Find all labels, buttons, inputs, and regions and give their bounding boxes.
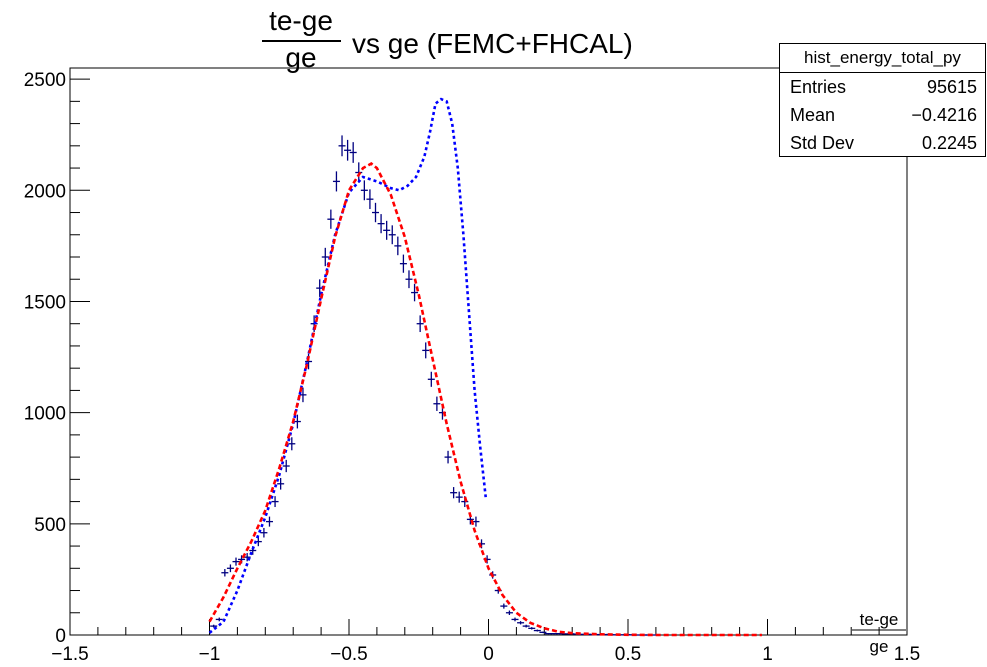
x-axis-label-denominator: ge: [870, 637, 889, 656]
data-point: [533, 629, 541, 632]
data-point: [327, 209, 335, 229]
data-point: [232, 557, 240, 566]
data-point: [321, 247, 329, 267]
x-tick-label: 1: [762, 644, 773, 665]
data-point: [377, 214, 385, 234]
x-tick-label: 1.5: [894, 644, 920, 665]
x-tick-label: −1.5: [51, 644, 89, 665]
y-tick-label: 1000: [24, 404, 66, 425]
data-point: [260, 527, 268, 538]
stats-row-entries: Entries 95615: [780, 73, 985, 101]
data-point: [332, 171, 340, 192]
stats-value: −0.4216: [911, 105, 977, 125]
data-point: [455, 491, 463, 503]
data-point: [450, 487, 458, 499]
data-point: [210, 624, 218, 628]
data-point: [265, 516, 273, 527]
data-point: [522, 624, 530, 628]
x-axis-label-numerator: te-ge: [860, 610, 899, 629]
chart-title: te-ge ge vs ge (FEMC+FHCAL): [262, 5, 633, 73]
data-point: [528, 627, 536, 630]
y-tick-label: 2500: [24, 70, 66, 91]
data-point: [388, 225, 396, 245]
axis-tick-labels: −1.5 −1 −0.5 0 0.5 1 1.5 0 500 1000 1500 2000 2500: [24, 70, 920, 665]
data-point: [215, 617, 223, 622]
x-tick-label: −0.5: [330, 644, 368, 665]
data-point: [422, 342, 430, 359]
data-point: [360, 180, 368, 201]
data-marks: [208, 97, 762, 637]
data-point: [500, 603, 508, 609]
data-point: [349, 142, 357, 163]
title-suffix: vs ge (FEMC+FHCAL): [352, 28, 633, 59]
stats-value: 0.2245: [921, 133, 977, 153]
data-point: [383, 220, 391, 240]
stats-key: Mean: [790, 105, 836, 125]
y-tick-label: 0: [55, 626, 66, 647]
x-tick-label: 0: [483, 644, 494, 665]
data-point: [505, 610, 513, 615]
data-point: [372, 202, 380, 223]
data-point: [416, 315, 424, 333]
data-point: [226, 564, 234, 573]
stats-key: Entries: [790, 77, 847, 97]
stats-box-title: hist_energy_total_py: [780, 44, 985, 73]
fit-curve-blue: [208, 97, 487, 634]
y-tick-label: 500: [34, 515, 66, 536]
data-point: [288, 437, 296, 451]
data-point: [433, 396, 441, 411]
data-point: [444, 450, 452, 464]
stats-value: 95615: [926, 77, 977, 97]
data-point: [277, 478, 285, 490]
data-point: [472, 516, 480, 527]
data-point: [539, 631, 547, 634]
stats-row-mean: Mean −0.4216: [780, 101, 985, 129]
stats-key: Std Dev: [790, 133, 855, 153]
data-point: [344, 139, 352, 161]
fit-curve-red: [208, 162, 762, 637]
stats-box: hist_energy_total_py Entries 95615 Mean …: [779, 43, 986, 157]
data-point: [399, 254, 407, 273]
x-tick-label: 0.5: [615, 644, 641, 665]
data-point: [271, 496, 279, 508]
data-point: [338, 135, 346, 157]
data-point: [394, 236, 402, 256]
data-point: [221, 569, 229, 577]
data-point: [405, 270, 413, 289]
x-tick-label: −1: [199, 644, 221, 665]
y-tick-label: 1500: [24, 292, 66, 313]
title-numerator: te-ge: [269, 5, 333, 36]
data-point: [366, 189, 374, 210]
data-point: [511, 617, 519, 622]
y-tick-label: 2000: [24, 181, 66, 202]
data-point: [299, 387, 307, 403]
data-point: [293, 414, 301, 429]
data-point: [411, 283, 419, 302]
x-axis-label: te-ge ge: [852, 610, 906, 656]
data-point: [243, 553, 251, 562]
stats-row-stddev: Std Dev 0.2245: [780, 129, 985, 157]
axis-ticks: [69, 78, 908, 636]
data-point: [282, 459, 290, 473]
data-point: [517, 621, 525, 625]
data-point: [427, 371, 435, 387]
